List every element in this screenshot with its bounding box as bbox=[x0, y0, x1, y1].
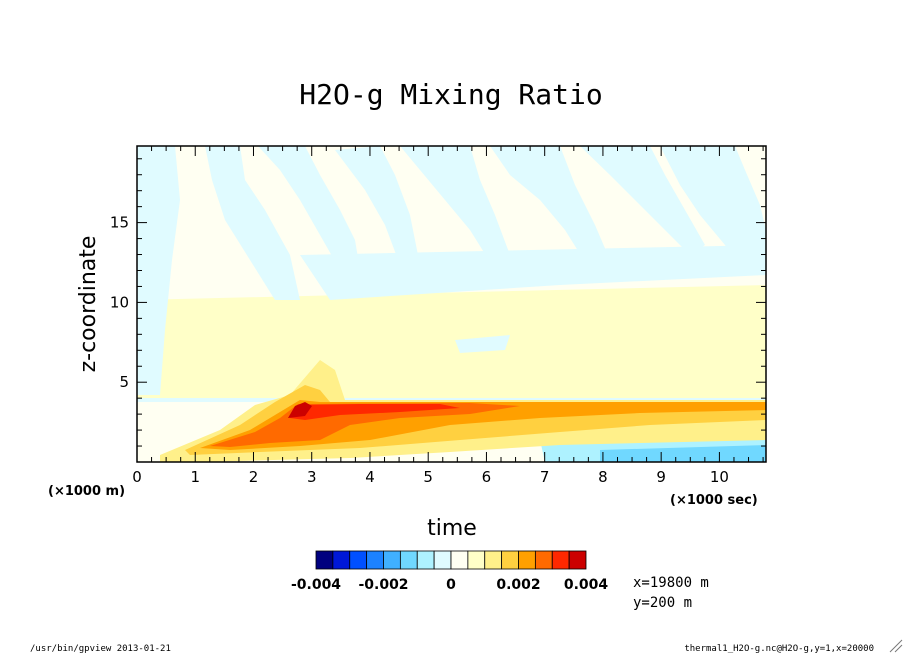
field-blue-streak-7 bbox=[580, 146, 705, 255]
colorbar-segment bbox=[383, 550, 401, 570]
x-tick-label: 4 bbox=[365, 468, 375, 486]
y-axis-title: z-coordinate bbox=[76, 236, 101, 373]
y-tick-label: 10 bbox=[110, 293, 129, 311]
colorbar: -0.004 -0.002 0 0.002 0.004 bbox=[291, 550, 609, 593]
colorbar-segment bbox=[349, 550, 368, 570]
x-axis-title: time bbox=[427, 516, 477, 541]
y-axis-unit: (×1000 m) bbox=[48, 484, 125, 499]
y-tick-label: 15 bbox=[110, 214, 129, 232]
colorbar-segment bbox=[450, 550, 469, 570]
colorbar-segment bbox=[568, 550, 587, 570]
colorbar-segment bbox=[433, 550, 452, 570]
x-tick-label: 10 bbox=[710, 468, 729, 486]
footer-right: thermal1_H2O-g.nc@H2O-g,y=1,x=20000 bbox=[684, 644, 874, 654]
x-tick-label: 0 bbox=[132, 468, 142, 486]
chart-title: H2O-g Mixing Ratio bbox=[299, 78, 602, 111]
field-red-band bbox=[290, 404, 460, 420]
x-tick-label: 9 bbox=[656, 468, 666, 486]
colorbar-segment bbox=[551, 550, 570, 570]
colorbar-tick-label: -0.002 bbox=[358, 577, 408, 593]
colorbar-tick-label: 0.004 bbox=[564, 577, 609, 593]
info-y-position: y=200 m bbox=[633, 595, 692, 611]
field-blue-streak-3 bbox=[258, 146, 360, 270]
field-blue-streak-10 bbox=[455, 335, 510, 353]
colorbar-segment bbox=[366, 550, 384, 570]
x-tick-label: 5 bbox=[423, 468, 433, 486]
y-tick-label: 5 bbox=[119, 373, 129, 391]
colorbar-segment bbox=[501, 550, 519, 570]
colorbar-segment bbox=[332, 550, 351, 570]
field-blue-streak-2 bbox=[205, 146, 300, 300]
colorbar-segment bbox=[534, 550, 553, 570]
colorbar-segment bbox=[416, 550, 435, 570]
colorbar-segment bbox=[518, 550, 536, 570]
colorbar-segment bbox=[484, 550, 503, 570]
colorbar-segment bbox=[315, 550, 334, 570]
colorbar-tick-label: -0.004 bbox=[291, 577, 341, 593]
colorbar-segment bbox=[399, 550, 418, 570]
x-tick-label: 8 bbox=[598, 468, 608, 486]
colorbar-segment bbox=[467, 550, 486, 570]
plot-frame bbox=[136, 145, 767, 463]
axes: 0 1 2 3 4 5 6 7 8 9 10 5 10 15 bbox=[110, 146, 766, 486]
colorbar-tick-label: 0 bbox=[446, 577, 456, 593]
info-x-position: x=19800 m bbox=[633, 575, 709, 591]
field-blue-streak-5 bbox=[400, 146, 510, 262]
footer-left: /usr/bin/gpview 2013-01-21 bbox=[30, 644, 171, 654]
x-tick-label: 1 bbox=[190, 468, 200, 486]
x-tick-label: 6 bbox=[482, 468, 492, 486]
x-tick-label: 2 bbox=[249, 468, 259, 486]
field-dark-orange-band bbox=[210, 403, 520, 447]
resize-grip-icon[interactable] bbox=[889, 639, 903, 653]
x-axis-unit: (×1000 sec) bbox=[670, 493, 758, 508]
field-blue-streak-4 bbox=[335, 146, 420, 265]
field-blue-streak-6 bbox=[490, 146, 610, 262]
field-blue-streak-1 bbox=[137, 146, 180, 395]
field-light-yellow-zone bbox=[137, 285, 766, 400]
field-blue-streak-9 bbox=[300, 245, 766, 300]
colorbar-tick-label: 0.002 bbox=[496, 577, 540, 593]
x-tick-label: 3 bbox=[307, 468, 317, 486]
field-core-max bbox=[288, 402, 312, 418]
heatmap-field bbox=[137, 146, 766, 462]
field-blue-streak-8 bbox=[660, 146, 766, 275]
field-surface-blue-2 bbox=[600, 445, 766, 462]
x-tick-label: 7 bbox=[540, 468, 550, 486]
